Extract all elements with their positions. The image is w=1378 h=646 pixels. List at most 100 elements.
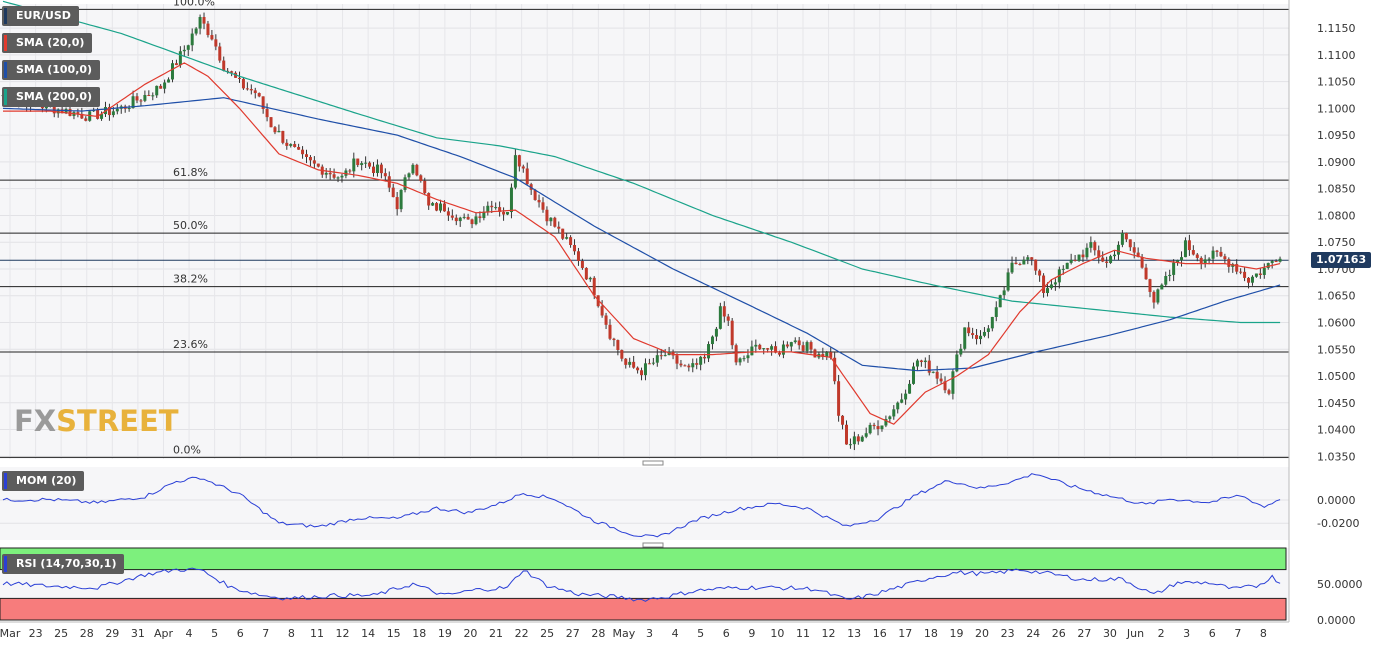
candle-body (793, 340, 797, 343)
candle-body (880, 425, 884, 430)
candle-body (352, 158, 356, 172)
candle-body (671, 351, 675, 356)
date-tick-label: 18 (924, 627, 938, 640)
candle-body (407, 173, 411, 178)
candle-body (147, 94, 151, 96)
candle-body (478, 216, 482, 219)
candle-body (939, 378, 943, 382)
last-price-badge: 1.07163 (1311, 252, 1372, 268)
candle-body (174, 63, 178, 66)
candle-body (1034, 259, 1038, 271)
candle-body (844, 424, 848, 445)
candle-body (576, 251, 580, 261)
date-tick-label: May (613, 627, 636, 640)
date-tick-label: 26 (1052, 627, 1066, 640)
candle-body (513, 155, 517, 188)
candle-body (277, 130, 281, 133)
candle-body (178, 51, 182, 66)
date-tick-label: 19 (438, 627, 452, 640)
candle-body (1006, 272, 1010, 291)
candle-body (403, 177, 407, 190)
candle-body (691, 363, 695, 368)
candle-body (415, 164, 419, 176)
candle-body (1160, 284, 1164, 290)
candle-body (1156, 289, 1160, 303)
date-tick-label: 19 (949, 627, 963, 640)
candle-body (876, 426, 880, 430)
candle-body (915, 360, 919, 367)
sma100-tag[interactable]: SMA (100,0) (2, 60, 101, 80)
candle-body (1002, 290, 1006, 296)
candle-body (738, 358, 742, 363)
candle-body (770, 346, 774, 350)
sma100-line (2, 97, 1281, 372)
candle-body (758, 344, 762, 350)
candle-body (620, 349, 624, 359)
candle-body (1065, 262, 1069, 269)
date-tick-label: 20 (463, 627, 477, 640)
candle-body (1227, 259, 1231, 267)
date-tick-label: 20 (975, 627, 989, 640)
candle-body (446, 211, 450, 216)
date-tick-label: 8 (288, 627, 295, 640)
candle-body (1172, 262, 1176, 275)
candle-body (703, 356, 707, 359)
candle-body (884, 419, 888, 426)
candle-body (143, 94, 147, 101)
rsi-line (2, 567, 1281, 602)
date-tick-label: 4 (186, 627, 193, 640)
candle-body (971, 333, 975, 336)
candle-body (269, 117, 273, 128)
sma200-tag[interactable]: SMA (200,0) (2, 87, 101, 107)
candle-body (561, 228, 565, 239)
date-tick-label: 11 (796, 627, 810, 640)
candle-body (1243, 271, 1247, 278)
candle-body (1093, 242, 1097, 251)
momentum-label: MOM (20) (16, 474, 77, 487)
date-tick-label: 6 (723, 627, 730, 640)
date-tick-label: 27 (566, 627, 580, 640)
candle-body (356, 158, 360, 166)
candle-body (931, 371, 935, 373)
candle-body (809, 342, 813, 350)
candle-body (427, 193, 431, 206)
candle-body (100, 114, 104, 119)
candle-body (395, 197, 399, 210)
candle-body (458, 217, 462, 222)
candle-body (237, 77, 241, 79)
candle-body (636, 367, 640, 371)
candle-body (521, 166, 525, 169)
candle-body (1164, 276, 1168, 285)
price-tick-label: 1.0950 (1317, 129, 1356, 142)
instrument-tag[interactable]: EUR/USD (2, 6, 79, 26)
candle-body (1183, 240, 1187, 258)
momentum-tag[interactable]: MOM (20) (2, 471, 85, 491)
candle-body (182, 49, 186, 52)
candle-body (411, 164, 415, 174)
candle-body (304, 154, 308, 157)
candle-body (868, 424, 872, 434)
price-tick-label: 1.0600 (1317, 317, 1356, 330)
candle-body (506, 212, 510, 215)
candle-body (986, 328, 990, 332)
rsi-tag[interactable]: RSI (14,70,30,1) (2, 554, 125, 574)
candle-body (1219, 251, 1223, 257)
candle-body (679, 363, 683, 366)
candle-body (541, 202, 545, 210)
momentum-tick-label: -0.0200 (1317, 517, 1359, 530)
candle-body (474, 216, 478, 225)
candle-body (785, 344, 789, 347)
candle-body (431, 203, 435, 206)
candle-body (584, 267, 588, 280)
candle-body (774, 346, 778, 353)
candle-body (1109, 256, 1113, 263)
candle-body (557, 226, 561, 229)
sma20-tag[interactable]: SMA (20,0) (2, 33, 93, 53)
candle-body (316, 163, 320, 167)
date-tick-label: 21 (489, 627, 503, 640)
sma100-label: SMA (100,0) (16, 63, 93, 76)
candle-body (833, 357, 837, 382)
candle-body (647, 363, 651, 365)
candle-body (494, 207, 498, 209)
candle-body (498, 207, 502, 212)
